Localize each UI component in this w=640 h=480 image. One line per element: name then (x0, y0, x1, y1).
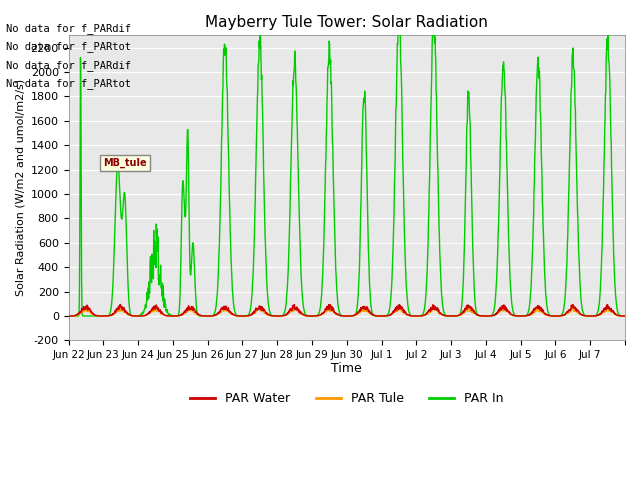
Text: No data for f_PARdif: No data for f_PARdif (6, 23, 131, 34)
Text: No data for f_PARtot: No data for f_PARtot (6, 78, 131, 89)
Text: No data for f_PARdif: No data for f_PARdif (6, 60, 131, 71)
Legend: PAR Water, PAR Tule, PAR In: PAR Water, PAR Tule, PAR In (186, 387, 508, 410)
X-axis label: Time: Time (332, 361, 362, 374)
Text: MB_tule: MB_tule (103, 158, 147, 168)
Title: Mayberry Tule Tower: Solar Radiation: Mayberry Tule Tower: Solar Radiation (205, 15, 488, 30)
Text: No data for f_PARtot: No data for f_PARtot (6, 41, 131, 52)
Y-axis label: Solar Radiation (W/m2 and umol/m2/s): Solar Radiation (W/m2 and umol/m2/s) (15, 79, 25, 297)
